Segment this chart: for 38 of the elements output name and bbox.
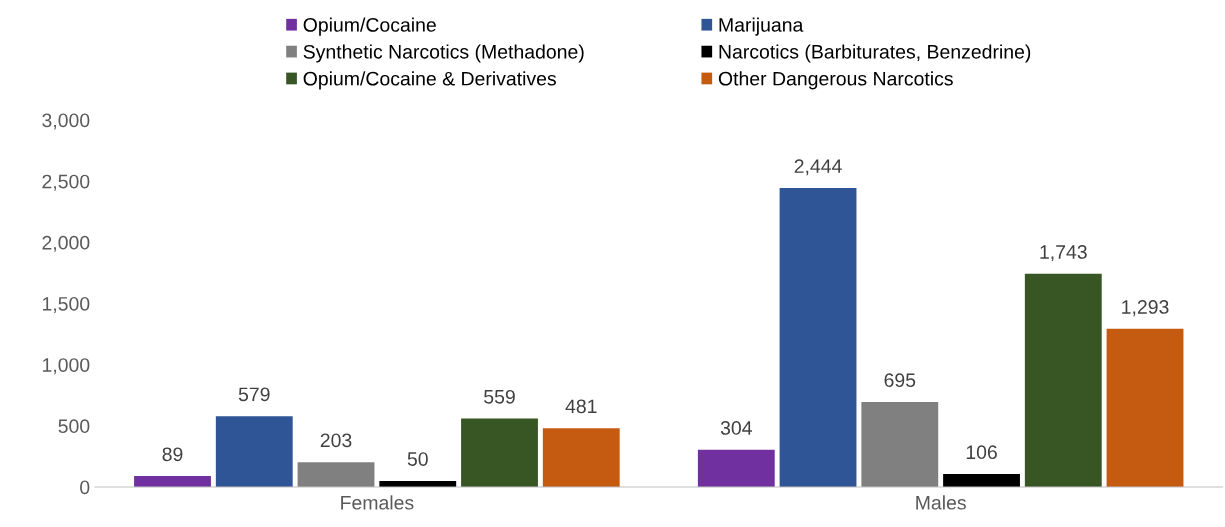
- y-tick-label: 0: [80, 480, 90, 495]
- data-label: 559: [484, 389, 515, 404]
- bar: [779, 188, 857, 487]
- y-tick-label: 2,000: [42, 235, 90, 252]
- data-label: 304: [720, 421, 752, 435]
- bar: [297, 462, 375, 487]
- bar: [542, 428, 620, 487]
- bar: [215, 416, 293, 487]
- bar: [1024, 273, 1102, 487]
- bar: [943, 474, 1020, 487]
- bar: [461, 418, 538, 487]
- y-tick-label: 1,000: [42, 358, 90, 375]
- y-tick-label: 3,000: [42, 113, 90, 130]
- y-tick-label: 500: [58, 419, 90, 434]
- data-label: 106: [966, 445, 997, 460]
- legend-label: Marijuana: [719, 17, 804, 36]
- data-label: 1,293: [1122, 300, 1169, 317]
- data-label: 481: [565, 399, 597, 414]
- y-tick-label: 2,500: [42, 174, 90, 191]
- data-label: 579: [238, 387, 270, 402]
- bar: [134, 476, 211, 487]
- data-label: 89: [162, 447, 183, 462]
- legend-label: Synthetic Narcotics (Methadone): [303, 44, 584, 63]
- data-label: 1,743: [1040, 245, 1087, 262]
- legend-label: Opium/Cocaine & Derivatives: [303, 71, 556, 90]
- data-label: 50: [407, 452, 428, 466]
- bar: [861, 401, 939, 487]
- x-tick-label: Females: [341, 495, 414, 510]
- legend-label: Other Dangerous Narcotics: [718, 71, 953, 90]
- data-label: 695: [884, 373, 916, 388]
- x-tick-label: Males: [916, 495, 966, 510]
- bar: [697, 449, 775, 487]
- legend-label: Narcotics (Barbiturates, Benzedrine): [719, 44, 1031, 63]
- bar: [1106, 328, 1184, 487]
- y-tick-label: 1,500: [42, 296, 90, 314]
- data-label: 203: [320, 433, 352, 448]
- data-label: 2,444: [794, 159, 842, 176]
- legend-label: Opium/Cocaine: [303, 17, 436, 36]
